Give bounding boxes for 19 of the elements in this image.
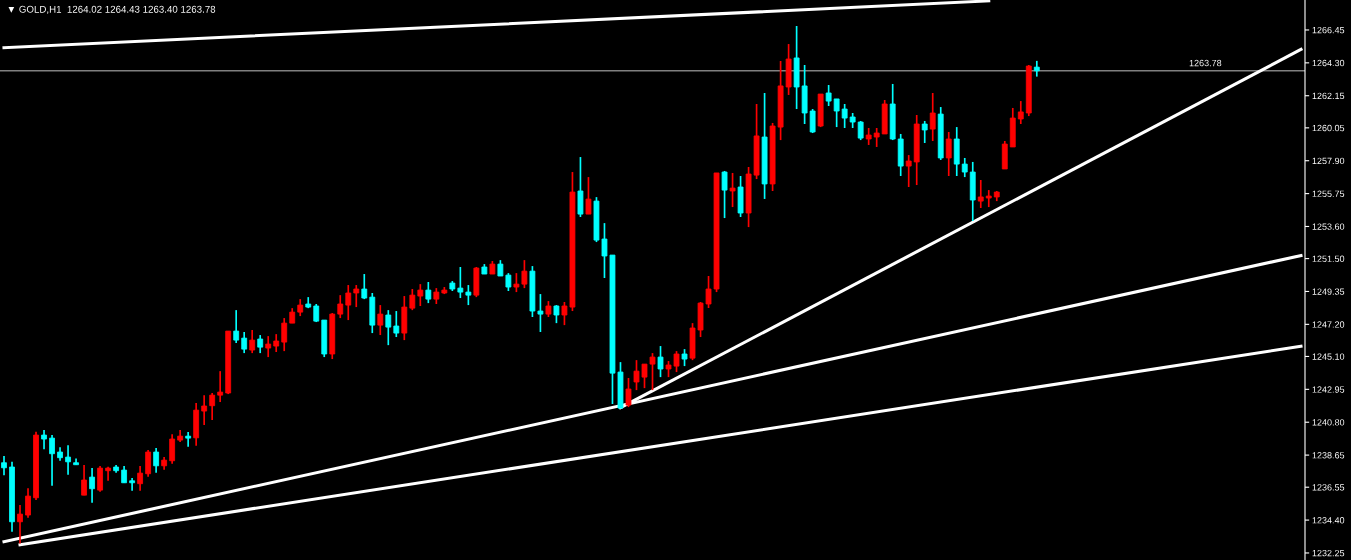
y-tick-label: 1240.80	[1312, 419, 1345, 426]
y-tick-label: 1242.95	[1312, 386, 1345, 393]
y-tick-label: 1236.55	[1312, 484, 1345, 491]
y-tick-label: 1260.05	[1312, 124, 1345, 132]
y-tick-label: 1253.60	[1312, 223, 1345, 230]
y-tick-label: 1245.10	[1312, 353, 1345, 360]
y-tick-label: 1257.90	[1312, 157, 1345, 165]
ref-line-label: 1263.78	[1189, 59, 1222, 67]
y-tick-label: 1251.50	[1312, 255, 1345, 262]
y-tick-label: 1238.65	[1312, 452, 1345, 459]
y-tick-label: 1255.75	[1312, 190, 1345, 197]
text: ▼ GOLD,H1 1264.02 1264.43 1263.40 1263.78	[8, 5, 216, 14]
y-tick-label: 1266.45	[1312, 26, 1345, 34]
y-tick-label: 1249.35	[1312, 288, 1345, 295]
y-tick-label: 1232.25	[1312, 549, 1345, 557]
y-tick-label: 1247.20	[1312, 321, 1345, 328]
y-tick-label: 1234.40	[1312, 517, 1345, 524]
y-tick-label: 1262.15	[1312, 92, 1345, 100]
y-tick-label: 1264.30	[1312, 59, 1345, 67]
